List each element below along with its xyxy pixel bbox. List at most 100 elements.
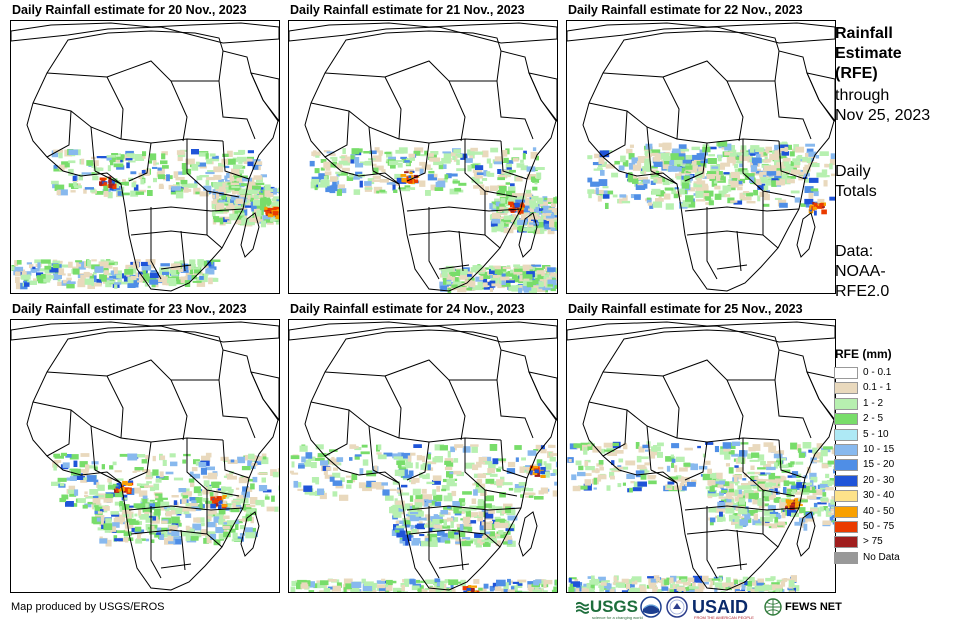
country-border	[500, 439, 528, 479]
doi-seal-logo	[666, 594, 690, 620]
legend-swatch	[834, 397, 858, 410]
country-border	[602, 72, 680, 140]
country-border	[406, 441, 430, 481]
country-border	[90, 126, 96, 172]
country-border	[449, 50, 502, 82]
fewsnet-wordmark: FEWS NET	[785, 601, 842, 613]
country-border	[46, 371, 124, 439]
panel-title: Daily Rainfall estimate for 23 Nov., 202…	[12, 302, 247, 316]
country-border	[602, 371, 680, 439]
map-panel-nov-23: Daily Rainfall estimate for 23 Nov., 202…	[10, 302, 280, 594]
usgs-wordmark: USGS	[589, 597, 638, 616]
country-border	[368, 425, 374, 471]
country-border	[650, 469, 678, 484]
madagascar-coastline	[518, 511, 538, 557]
daily-totals-label: Daily Totals	[835, 162, 877, 202]
country-border	[150, 207, 162, 280]
country-border	[160, 264, 192, 270]
country-border	[706, 207, 718, 280]
through-date: through Nov 25, 2023	[835, 86, 930, 126]
country-border	[774, 379, 812, 439]
doi-seal-icon	[666, 596, 688, 618]
country-border	[180, 529, 186, 571]
country-border	[686, 230, 779, 249]
country-border	[646, 425, 652, 471]
legend-label: 50 - 75	[863, 520, 895, 532]
legend-swatch	[834, 520, 858, 533]
country-border	[171, 50, 224, 82]
through-value: Nov 25, 2023	[835, 107, 931, 124]
data-source-line: NOAA-	[835, 263, 886, 280]
country-border	[464, 438, 518, 497]
country-border	[684, 505, 800, 511]
usaid-wordmark: USAID	[692, 597, 749, 617]
legend-swatch	[834, 428, 858, 441]
country-border	[588, 102, 780, 144]
country-border	[128, 206, 244, 212]
country-border	[778, 140, 806, 180]
country-border	[128, 505, 244, 511]
country-border	[186, 438, 240, 497]
country-border	[438, 563, 470, 569]
country-border	[736, 529, 742, 571]
country-border	[46, 409, 72, 457]
rainfall-field	[567, 441, 835, 592]
country-border	[324, 72, 402, 140]
sidebar-title-line: (RFE)	[835, 65, 878, 82]
panel-title: Daily Rainfall estimate for 25 Nov., 202…	[568, 302, 803, 316]
rainfall-map	[288, 20, 558, 294]
rainfall-map	[566, 319, 836, 593]
country-border	[449, 349, 502, 381]
country-border	[128, 142, 152, 182]
legend-swatch	[834, 551, 858, 564]
legend-swatch	[834, 474, 858, 487]
country-border	[438, 264, 470, 270]
arabia-coastline	[250, 72, 279, 122]
country-border	[716, 264, 748, 270]
country-border	[742, 438, 796, 497]
map-panel-nov-25: Daily Rainfall estimate for 25 Nov., 202…	[566, 302, 836, 594]
usgs-wave-icon	[576, 601, 589, 614]
country-border	[94, 170, 122, 185]
rainfall-field	[309, 147, 557, 293]
country-border	[727, 50, 780, 82]
legend-label: > 75	[863, 536, 883, 548]
legend-title: RFE (mm)	[835, 347, 892, 361]
country-border	[458, 230, 464, 272]
country-border	[602, 110, 628, 158]
madagascar-coastline	[796, 511, 816, 557]
arabia-coastline	[806, 371, 835, 421]
country-border	[32, 401, 224, 443]
country-border	[372, 170, 400, 185]
country-border	[428, 506, 440, 579]
map-panel-nov-24: Daily Rainfall estimate for 24 Nov., 202…	[288, 302, 558, 594]
arabia-coastline	[528, 371, 557, 421]
legend-swatch	[834, 367, 858, 379]
sidebar-title-line: Rainfall	[835, 25, 893, 42]
map-panel-nov-22: Daily Rainfall estimate for 22 Nov., 202…	[566, 3, 836, 295]
agency-logos: USGS science for a changing world USAID …	[576, 594, 842, 620]
through-label: through	[835, 87, 890, 104]
noaa-logo	[640, 594, 664, 620]
africa-coastline	[304, 30, 557, 292]
country-border	[496, 379, 534, 439]
usgs-logo: USGS science for a changing world	[576, 594, 643, 620]
legend-label: 40 - 50	[863, 505, 895, 517]
europe-coastline	[11, 321, 279, 343]
country-border	[94, 469, 122, 484]
legend-label: 2 - 5	[863, 413, 884, 425]
country-border	[218, 80, 256, 140]
legend-swatch	[834, 443, 858, 456]
africa-coastline	[304, 329, 557, 591]
daily-line: Daily	[835, 163, 871, 180]
country-border	[464, 139, 518, 198]
madagascar-coastline	[518, 212, 538, 258]
africa-coastline	[582, 329, 835, 591]
legend-label: 10 - 15	[863, 443, 895, 455]
legend-label: No Data	[863, 551, 900, 563]
legend-label: 30 - 40	[863, 490, 895, 502]
usaid-logo: USAID FROM THE AMERICAN PEOPLE	[692, 594, 762, 620]
country-border	[406, 505, 522, 511]
madagascar-coastline	[240, 212, 260, 258]
country-border	[650, 170, 678, 185]
